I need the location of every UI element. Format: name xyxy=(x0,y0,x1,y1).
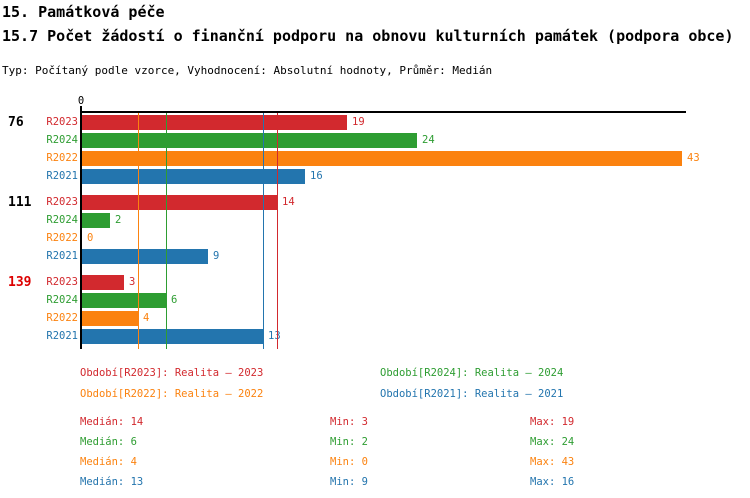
bar-row-label-r2024: R2024 xyxy=(46,134,78,146)
bar-value-label: 43 xyxy=(687,152,700,164)
bar-row-label-r2022: R2022 xyxy=(46,152,78,164)
median-line-r2023 xyxy=(277,111,278,349)
bar-r2021 xyxy=(82,329,263,344)
group-total-label: 76 xyxy=(8,115,24,130)
median-line-r2021 xyxy=(263,111,264,349)
x-axis-line xyxy=(80,111,686,113)
stat-median-r2024: Medián: 6 xyxy=(80,436,137,448)
bar-row-label-r2022: R2022 xyxy=(46,312,78,324)
legend-item-r2022: Období[R2022]: Realita – 2022 xyxy=(80,388,264,400)
group-total-label: 111 xyxy=(8,195,32,210)
stat-median-r2021: Medián: 13 xyxy=(80,476,144,488)
bar-row-label-r2024: R2024 xyxy=(46,294,78,306)
stat-max-r2023: Max: 19 xyxy=(530,416,575,428)
bar-r2023 xyxy=(82,195,277,210)
bar-r2022 xyxy=(82,151,682,166)
stat-min-r2023: Min: 3 xyxy=(330,416,368,428)
bar-row-label-r2021: R2021 xyxy=(46,330,78,342)
bar-value-label: 16 xyxy=(310,170,323,182)
bar-row-label-r2022: R2022 xyxy=(46,232,78,244)
chapter-title: 15. Památková péče xyxy=(2,3,165,21)
bar-row-label-r2023: R2023 xyxy=(46,276,78,288)
bar-r2021 xyxy=(82,249,208,264)
bar-value-label: 2 xyxy=(115,214,122,226)
legend-item-r2021: Období[R2021]: Realita – 2021 xyxy=(380,388,564,400)
page-title: 15.7 Počet žádostí o finanční podporu na… xyxy=(2,27,734,45)
bar-r2021 xyxy=(82,169,305,184)
bar-row-label-r2021: R2021 xyxy=(46,250,78,262)
bar-value-label: 13 xyxy=(268,330,281,342)
bar-row-label-r2021: R2021 xyxy=(46,170,78,182)
stat-max-r2022: Max: 43 xyxy=(530,456,575,468)
bar-row-label-r2023: R2023 xyxy=(46,116,78,128)
bar-value-label: 19 xyxy=(352,116,365,128)
bar-value-label: 6 xyxy=(171,294,178,306)
bar-r2023 xyxy=(82,115,347,130)
bar-value-label: 3 xyxy=(129,276,136,288)
bar-r2024 xyxy=(82,133,417,148)
bar-value-label: 14 xyxy=(282,196,295,208)
median-line-r2022 xyxy=(138,111,139,349)
bar-r2023 xyxy=(82,275,124,290)
bar-value-label: 4 xyxy=(143,312,150,324)
bar-row-label-r2023: R2023 xyxy=(46,196,78,208)
bar-value-label: 0 xyxy=(87,232,94,244)
stat-median-r2022: Medián: 4 xyxy=(80,456,137,468)
legend-item-r2023: Období[R2023]: Realita – 2023 xyxy=(80,367,264,379)
x-axis-zero-label: 0 xyxy=(77,95,85,107)
bar-r2022 xyxy=(82,311,138,326)
group-total-label: 139 xyxy=(8,275,32,290)
legend-item-r2024: Období[R2024]: Realita – 2024 xyxy=(380,367,564,379)
stat-max-r2021: Max: 16 xyxy=(530,476,575,488)
bar-value-label: 9 xyxy=(213,250,220,262)
stat-median-r2023: Medián: 14 xyxy=(80,416,144,428)
chart-meta-line: Typ: Počítaný podle vzorce, Vyhodnocení:… xyxy=(2,64,493,77)
stat-min-r2021: Min: 9 xyxy=(330,476,368,488)
stat-min-r2024: Min: 2 xyxy=(330,436,368,448)
bar-r2024 xyxy=(82,213,110,228)
y-axis-line xyxy=(80,106,82,349)
bar-row-label-r2024: R2024 xyxy=(46,214,78,226)
stat-max-r2024: Max: 24 xyxy=(530,436,575,448)
bar-r2024 xyxy=(82,293,166,308)
median-line-r2024 xyxy=(166,111,167,349)
stat-min-r2022: Min: 0 xyxy=(330,456,368,468)
bar-value-label: 24 xyxy=(422,134,435,146)
